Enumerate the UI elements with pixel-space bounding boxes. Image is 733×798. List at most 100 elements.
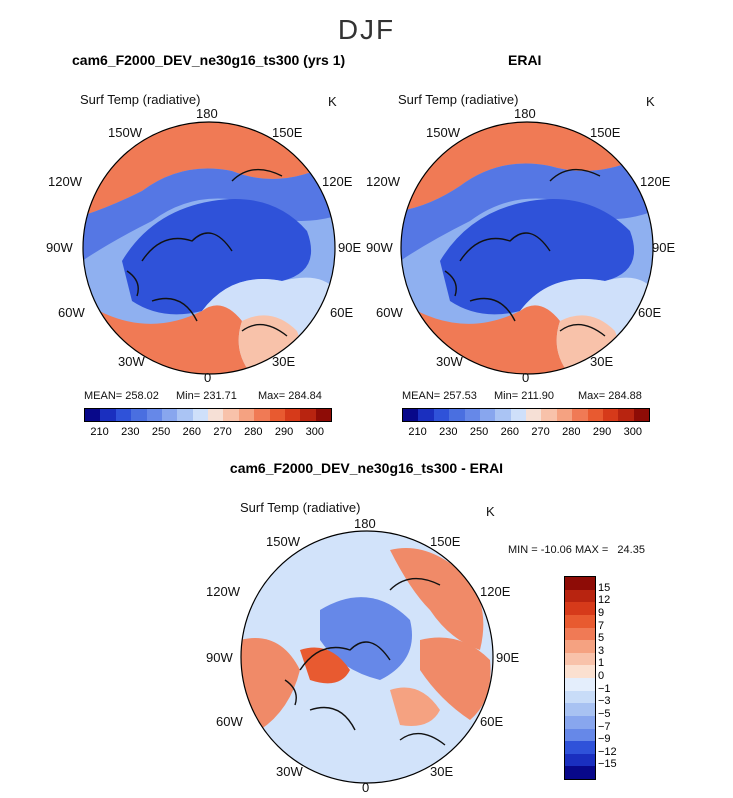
colorbar-tick-label: −12: [598, 745, 617, 758]
colorbar-tick-label: 300: [623, 426, 642, 438]
model-colorbar-ticks: 210 230 250 260 270 280 290 300: [84, 426, 330, 440]
diff-variable-label: Surf Temp (radiative): [240, 500, 361, 515]
colorbar-swatch: [565, 728, 595, 742]
colorbar-swatch: [565, 715, 595, 729]
colorbar-tick-label: 7: [598, 619, 605, 632]
colorbar-tick-label: 9: [598, 606, 605, 619]
diff-units-label: K: [486, 504, 495, 519]
colorbar-tick-label: 3: [598, 644, 605, 657]
obs-lon-120e: 120E: [640, 174, 671, 189]
model-lon-60w: 60W: [58, 305, 85, 320]
colorbar-swatch: [177, 409, 193, 421]
colorbar-swatch: [100, 409, 116, 421]
warm-west: [241, 638, 300, 730]
diff-colorbar: [564, 576, 596, 780]
obs-lon-150w: 150W: [426, 125, 460, 140]
model-lon-60e: 60E: [330, 305, 354, 320]
colorbar-swatch: [269, 409, 285, 421]
colorbar-tick-label: 210: [90, 426, 109, 438]
colorbar-tick-label: 210: [408, 426, 427, 438]
diff-lon-150e: 150E: [430, 534, 461, 549]
colorbar-tick-label: 280: [562, 426, 581, 438]
colorbar-tick-label: 5: [598, 632, 605, 645]
colorbar-tick-label: −7: [598, 720, 611, 733]
model-min-stat: Min= 231.71: [176, 390, 237, 402]
obs-lon-30e: 30E: [590, 354, 614, 369]
colorbar-swatch: [565, 627, 595, 641]
diff-lon-0: 0: [362, 780, 370, 795]
colorbar-tick-label: −5: [598, 707, 611, 720]
obs-colorbar: [402, 408, 650, 422]
colorbar-swatch: [572, 409, 588, 421]
colorbar-swatch: [565, 690, 595, 704]
diff-lon-90e: 90E: [496, 650, 520, 665]
arctic-cold: [440, 199, 635, 315]
diff-minmax-stat: MIN = -10.06 MAX = 24.35: [508, 544, 645, 556]
colorbar-tick-label: 280: [244, 426, 263, 438]
model-lon-90e: 90E: [338, 240, 362, 255]
colorbar-swatch: [565, 703, 595, 716]
model-panel-title: cam6_F2000_DEV_ne30g16_ts300 (yrs 1): [72, 52, 346, 68]
obs-min-stat: Min= 211.90: [494, 390, 555, 402]
colorbar-swatch: [565, 640, 595, 653]
warm-siberia: [390, 687, 440, 726]
diff-lon-60w: 60W: [216, 714, 243, 729]
diff-polar-map: [240, 530, 494, 784]
obs-units-label: K: [646, 94, 655, 109]
colorbar-swatch: [131, 409, 147, 421]
obs-polar-map: [400, 121, 654, 375]
obs-panel-title: ERAI: [508, 52, 542, 68]
colorbar-swatch: [565, 741, 595, 754]
obs-variable-label: Surf Temp (radiative): [398, 92, 519, 107]
model-lon-180: 180: [196, 106, 218, 121]
obs-lon-90e: 90E: [652, 240, 676, 255]
arctic-cold: [122, 199, 312, 315]
colorbar-swatch: [192, 409, 208, 421]
model-lon-120e: 120E: [322, 174, 353, 189]
colorbar-swatch: [565, 652, 595, 666]
colorbar-swatch: [565, 577, 595, 590]
model-mean-stat: MEAN= 258.02: [84, 390, 159, 402]
colorbar-swatch: [85, 409, 101, 421]
colorbar-tick-label: 260: [500, 426, 519, 438]
colorbar-swatch: [587, 409, 603, 421]
colorbar-swatch: [223, 409, 239, 421]
model-lon-30w: 30W: [118, 354, 145, 369]
model-max-stat: Max= 284.84: [258, 390, 322, 402]
diff-lon-180: 180: [354, 516, 376, 531]
colorbar-tick-label: 230: [439, 426, 458, 438]
diff-lon-120e: 120E: [480, 584, 511, 599]
obs-lon-0: 0: [522, 370, 530, 385]
model-lon-120w: 120W: [48, 174, 82, 189]
warm-north-pacific: [83, 122, 335, 216]
colorbar-swatch: [464, 409, 480, 421]
obs-lon-180: 180: [514, 106, 536, 121]
figure-title: DJF: [337, 14, 396, 45]
model-units-label: K: [328, 94, 337, 109]
colorbar-tick-label: −15: [598, 758, 617, 771]
obs-lon-120w: 120W: [366, 174, 400, 189]
colorbar-swatch: [565, 766, 595, 779]
colorbar-swatch: [565, 614, 595, 628]
diff-lon-120w: 120W: [206, 584, 240, 599]
colorbar-swatch: [115, 409, 132, 421]
colorbar-swatch: [208, 409, 224, 421]
colorbar-tick-label: 260: [182, 426, 201, 438]
colorbar-swatch: [315, 409, 331, 421]
colorbar-swatch: [618, 409, 634, 421]
colorbar-swatch: [300, 409, 316, 421]
colorbar-tick-label: 0: [598, 670, 605, 682]
colorbar-swatch: [403, 409, 419, 421]
colorbar-tick-label: 250: [151, 426, 171, 438]
colorbar-swatch: [479, 409, 496, 421]
colorbar-tick-label: −9: [598, 733, 611, 746]
colorbar-swatch: [418, 409, 434, 421]
obs-lon-90w: 90W: [366, 240, 393, 255]
colorbar-tick-label: 270: [213, 426, 232, 438]
colorbar-tick-label: −1: [598, 682, 611, 695]
obs-lon-150e: 150E: [590, 125, 621, 140]
colorbar-swatch: [541, 409, 557, 421]
colorbar-swatch: [510, 409, 526, 421]
model-lon-150w: 150W: [108, 125, 142, 140]
colorbar-tick-label: 290: [274, 426, 294, 438]
